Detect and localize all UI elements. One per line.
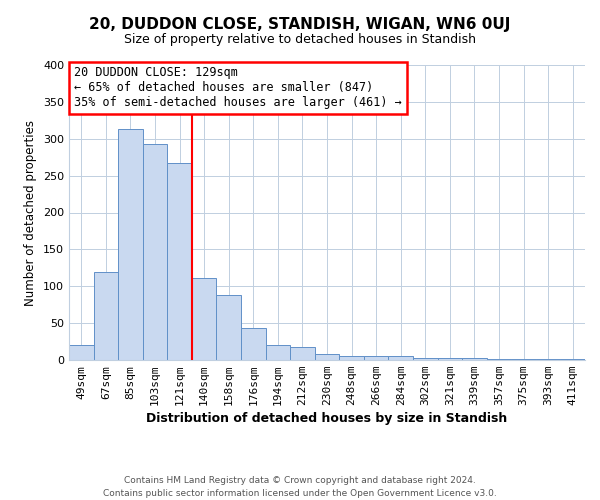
- Bar: [437, 358, 462, 360]
- Text: 20, DUDDON CLOSE, STANDISH, WIGAN, WN6 0UJ: 20, DUDDON CLOSE, STANDISH, WIGAN, WN6 0…: [89, 18, 511, 32]
- Bar: [94, 272, 118, 360]
- Bar: [290, 348, 315, 360]
- X-axis label: Distribution of detached houses by size in Standish: Distribution of detached houses by size …: [146, 412, 508, 426]
- Bar: [364, 356, 388, 360]
- Y-axis label: Number of detached properties: Number of detached properties: [25, 120, 37, 306]
- Bar: [487, 358, 511, 360]
- Bar: [69, 345, 94, 360]
- Bar: [217, 295, 241, 360]
- Bar: [339, 356, 364, 360]
- Bar: [143, 144, 167, 360]
- Bar: [167, 163, 192, 360]
- Bar: [560, 358, 585, 360]
- Bar: [192, 278, 217, 360]
- Text: Contains HM Land Registry data © Crown copyright and database right 2024.
Contai: Contains HM Land Registry data © Crown c…: [103, 476, 497, 498]
- Bar: [315, 354, 339, 360]
- Bar: [388, 356, 413, 360]
- Bar: [241, 328, 266, 360]
- Text: Size of property relative to detached houses in Standish: Size of property relative to detached ho…: [124, 32, 476, 46]
- Bar: [118, 129, 143, 360]
- Bar: [266, 344, 290, 360]
- Bar: [413, 358, 437, 360]
- Bar: [462, 358, 487, 360]
- Text: 20 DUDDON CLOSE: 129sqm
← 65% of detached houses are smaller (847)
35% of semi-d: 20 DUDDON CLOSE: 129sqm ← 65% of detache…: [74, 66, 402, 110]
